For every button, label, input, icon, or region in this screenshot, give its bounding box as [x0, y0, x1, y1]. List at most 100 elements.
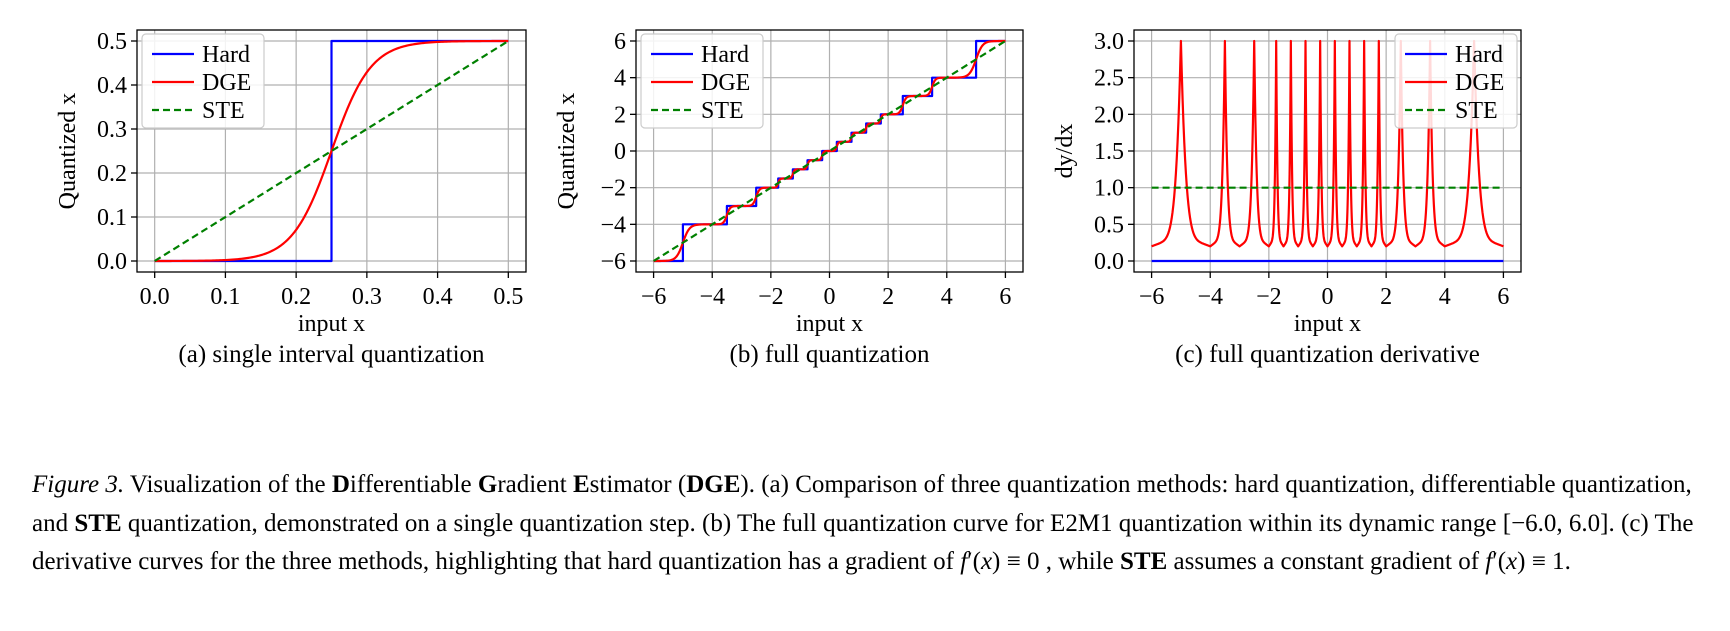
x-tick-label: 2 [1380, 284, 1392, 310]
x-tick-label: 2 [882, 284, 894, 310]
caption-math: f′(x) ≡ 0 [960, 548, 1039, 575]
plot-frame [136, 29, 527, 273]
y-tick-label: 0.5 [1094, 212, 1124, 238]
y-tick-label: −4 [600, 212, 626, 238]
y-tick-label: 0.0 [1094, 249, 1124, 275]
caption-text: ). (a) Comparison of three quantization … [32, 471, 1692, 537]
y-tick-label: 0 [614, 139, 626, 165]
legend-label-ste: STE [701, 98, 744, 124]
x-axis-label: input x [298, 311, 365, 337]
x-tick-label: 4 [941, 284, 953, 310]
subfigure-label: (b) full quantization [730, 341, 930, 368]
y-tick-label: 1.0 [1094, 176, 1124, 202]
subfigure-label: (a) single interval quantization [178, 341, 485, 368]
math-symbol: ′( [1492, 548, 1507, 575]
chart-panel-c: −6 −4 −2 0 2 4 6 0.0 0.5 1.0 1.5 2.0 2.5 3.0 input x dy… [1052, 29, 1522, 368]
x-tick-label: −4 [699, 284, 725, 310]
caption-text: quantization, demonstrated on a single q… [121, 509, 1503, 537]
caption-text: ifferentiable [349, 471, 478, 498]
math-symbol: ) ≡ 1 [1517, 548, 1565, 575]
legend-label-hard: Hard [202, 42, 250, 68]
series-line-dge [154, 39, 509, 263]
x-tick-label: 0 [824, 284, 836, 310]
x-tick-label: 6 [1497, 284, 1509, 310]
y-tick-label: 0.5 [97, 29, 127, 55]
y-tick-label: 0.2 [97, 161, 127, 187]
series-line-dge [653, 39, 1006, 263]
plot-area [1151, 39, 1504, 263]
y-tick-label: 3.0 [1094, 29, 1124, 55]
legend-box [1394, 33, 1518, 129]
subfigure-label: (c) full quantization derivative [1175, 341, 1480, 368]
caption-text: Visualization of the [124, 471, 332, 498]
y-tick-label: 2.0 [1094, 102, 1124, 128]
y-tick-label: −2 [600, 176, 626, 202]
y-tick-label: 2.5 [1094, 66, 1124, 92]
y-tick-label: 6 [614, 29, 626, 55]
series-line-ste [154, 40, 509, 262]
figure-label: Figure 3. [32, 471, 125, 498]
y-tick-label: 0.4 [97, 73, 127, 99]
y-axis-label: Quantized x [554, 93, 580, 210]
math-symbol: x [980, 548, 993, 575]
x-tick-label: −2 [758, 284, 784, 310]
y-axis-label: Quantized x [55, 93, 81, 210]
caption-text: radient [497, 471, 573, 498]
figure-caption: Figure 3. Visualization of the Different… [32, 466, 1712, 582]
x-tick-label: 0.2 [281, 284, 311, 310]
chart-panel-b: −6 −4 −2 0 2 4 6 −6 −4 −2 0 2 4 6 input x Quantized x (b… [554, 29, 1024, 368]
caption-text: stimator ( [589, 471, 687, 498]
legend-label-ste: STE [1455, 98, 1498, 124]
plot-area [154, 39, 509, 263]
figure: 0.0 0.1 0.2 0.3 0.4 0.5 0.0 0.1 0.2 0.3 0.4 0.5 inpu… [55, 29, 1522, 368]
math-symbol: ′( [967, 548, 981, 575]
x-tick-label: 0.1 [210, 284, 240, 310]
y-tick-label: −6 [600, 249, 626, 275]
x-tick-label: −4 [1197, 284, 1223, 310]
legend-label-dge: DGE [1455, 70, 1504, 96]
caption-bold: STE [74, 509, 122, 537]
legend-label-hard: Hard [701, 42, 749, 68]
legend-label-ste: STE [202, 98, 245, 124]
y-tick-label: 0.3 [97, 117, 127, 143]
x-tick-label: 0 [1322, 284, 1334, 310]
caption-text: . (c) The derivative curves for the thre… [32, 509, 1694, 576]
chart-panel-a: 0.0 0.1 0.2 0.3 0.4 0.5 0.0 0.1 0.2 0.3 0.4 0.5 inpu… [55, 29, 527, 368]
math-symbol: x [1506, 548, 1518, 575]
caption-bold: G [477, 471, 498, 498]
legend-label-dge: DGE [202, 70, 251, 96]
x-tick-label: −6 [641, 284, 667, 310]
x-tick-label: 0.3 [352, 284, 382, 310]
x-tick-label: −2 [1256, 284, 1282, 310]
x-axis-label: input x [796, 311, 863, 337]
y-tick-label: 2 [614, 102, 626, 128]
math-symbol: f [1485, 548, 1493, 575]
caption-text: assumes a constant gradient of [1167, 548, 1486, 575]
y-axis-label: dy/dx [1052, 124, 1078, 179]
x-tick-label: 6 [999, 284, 1011, 310]
series-line-ste [653, 40, 1006, 262]
legend-label-hard: Hard [1455, 42, 1503, 68]
x-tick-label: 0.5 [493, 284, 523, 310]
x-tick-label: 4 [1439, 284, 1451, 310]
legend-box [141, 33, 265, 129]
legend-label-dge: DGE [701, 70, 750, 96]
caption-text: , while [1039, 548, 1121, 575]
math-symbol: f [960, 548, 968, 575]
caption-math: [−6.0, 6.0] [1502, 509, 1609, 537]
y-tick-label: 1.5 [1094, 139, 1124, 165]
plot-area [653, 39, 1006, 263]
legend-box [640, 33, 764, 129]
caption-bold: DGE [686, 471, 741, 498]
x-tick-label: 0.4 [423, 284, 453, 310]
x-axis-label: input x [1294, 311, 1361, 337]
caption-text: . [1564, 548, 1571, 575]
x-tick-label: 0.0 [140, 284, 170, 310]
caption-bold: STE [1120, 548, 1168, 575]
caption-math: f′(x) ≡ 1 [1485, 548, 1564, 575]
y-tick-label: 4 [614, 66, 626, 92]
caption-bold: E [572, 471, 590, 498]
